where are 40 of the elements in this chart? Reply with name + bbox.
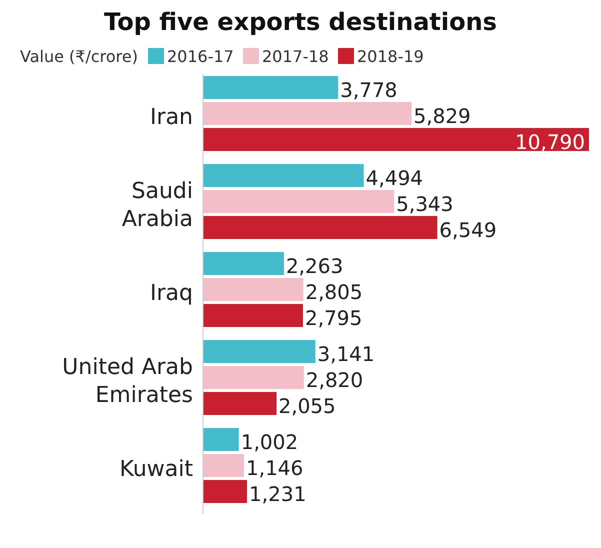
bar <box>203 304 303 327</box>
bar <box>203 164 364 187</box>
data-label: 2,055 <box>278 394 336 418</box>
data-label: 3,141 <box>317 342 375 366</box>
bar <box>203 190 394 213</box>
data-label: 1,002 <box>240 430 298 454</box>
bar <box>203 392 277 415</box>
legend-title: Value (₹/crore) <box>20 47 138 66</box>
legend-label: 2016-17 <box>167 47 234 66</box>
legend-label: 2018-19 <box>357 47 424 66</box>
data-label: 6,549 <box>439 218 497 242</box>
data-label: 2,820 <box>306 368 364 392</box>
data-label: 5,829 <box>414 104 471 128</box>
data-label: 5,343 <box>396 192 454 216</box>
data-label: 1,231 <box>249 482 306 506</box>
bar <box>203 102 412 125</box>
y-tick-label: Iraq <box>150 281 193 306</box>
bar <box>203 366 304 389</box>
bar <box>203 252 284 275</box>
data-label: 4,494 <box>366 166 424 190</box>
bar <box>203 340 316 363</box>
data-label: 2,795 <box>304 306 362 330</box>
data-label: 2,263 <box>286 254 344 278</box>
y-tick-label: Iran <box>150 105 193 130</box>
y-tick-label: Saudi Arabia <box>122 179 193 232</box>
bar <box>203 278 304 301</box>
bar <box>203 76 338 99</box>
y-tick-label: Kuwait <box>120 457 194 482</box>
y-tick-label: United Arab Emirates <box>62 355 193 408</box>
data-label: 10,790 <box>515 130 585 154</box>
data-label: 1,146 <box>246 456 304 480</box>
legend-label: 2017-18 <box>262 47 329 66</box>
bar <box>203 428 239 451</box>
data-label: 3,778 <box>340 78 398 102</box>
bar <box>203 216 438 239</box>
bar <box>203 480 248 503</box>
bar <box>203 128 589 151</box>
data-label: 2,805 <box>305 280 363 304</box>
chart-title: Top five exports destinations <box>104 8 497 36</box>
bar <box>203 454 244 477</box>
